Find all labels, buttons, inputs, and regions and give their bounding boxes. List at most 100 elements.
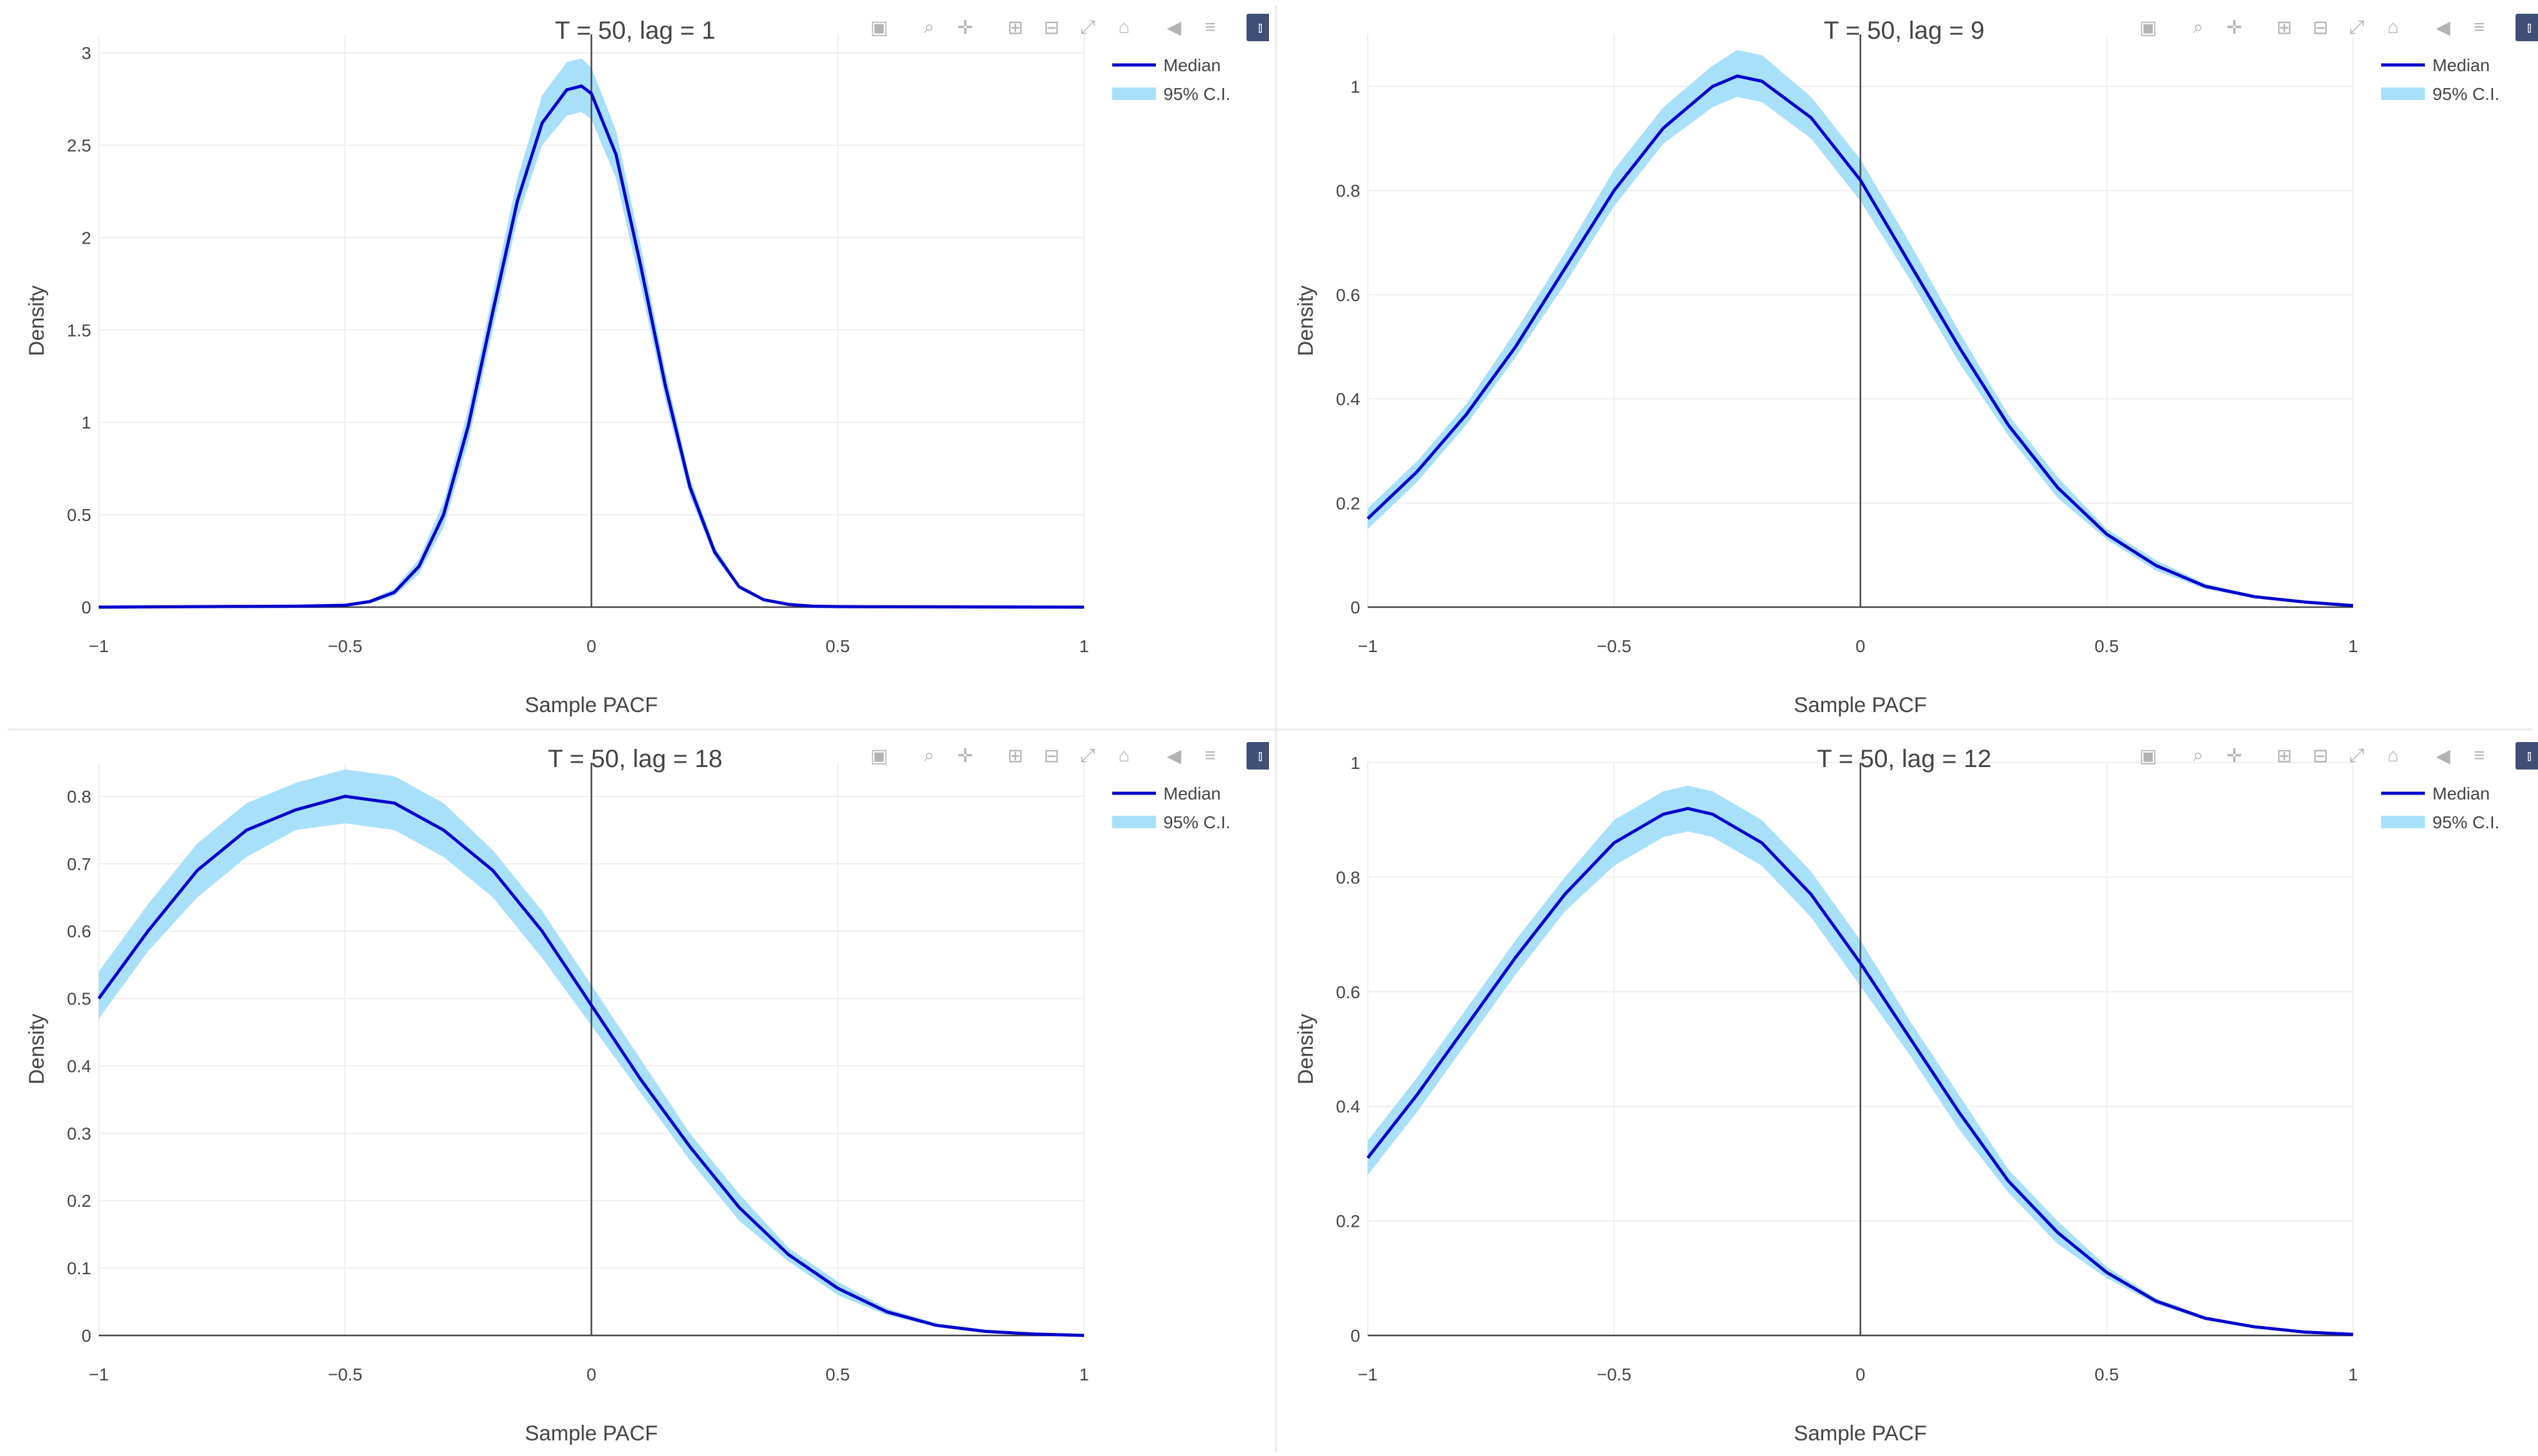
x-tick-label: 1 — [2348, 1365, 2358, 1384]
chart-title: T = 50, lag = 18 — [548, 745, 722, 773]
y-tick-label: 0.8 — [1336, 868, 1360, 887]
hover-closest-icon[interactable]: ◀ — [1167, 17, 1182, 38]
legend-label-ci: 95% C.I. — [2432, 813, 2499, 832]
y-tick-label: 0 — [1350, 598, 1360, 617]
legend: Median 95% C.I. — [2381, 784, 2499, 832]
modebar: ▣ ⌕ ✛ ⊞ ⊟ ⤢ ⌂ ◀ ≡ ⫾ — [2134, 741, 2538, 771]
x-axis-label: Sample PACF — [1794, 693, 1927, 717]
zoom-icon[interactable]: ⌕ — [2192, 745, 2204, 766]
zoom-out-icon[interactable]: ⊟ — [1043, 745, 1060, 766]
x-tick-label: −1 — [1358, 636, 1378, 656]
x-tick-label: −1 — [1358, 1365, 1378, 1384]
y-tick-label: 0.8 — [1336, 181, 1360, 201]
home-icon[interactable]: ⌂ — [2387, 745, 2399, 766]
y-axis-label: Density — [25, 1014, 49, 1084]
hover-compare-icon[interactable]: ≡ — [1205, 17, 1216, 37]
x-tick-label: 1 — [1079, 636, 1089, 656]
camera-icon[interactable]: ▣ — [870, 745, 888, 766]
modebar: ▣ ⌕ ✛ ⊞ ⊟ ⤢ ⌂ ◀ ≡ ⫾ — [2134, 12, 2538, 42]
legend-label-median: Median — [1163, 56, 1221, 75]
hover-closest-icon[interactable]: ◀ — [2436, 17, 2451, 38]
y-tick-label: 0.5 — [67, 989, 91, 1009]
y-tick-label: 1 — [81, 413, 91, 432]
y-tick-label: 0.2 — [1336, 1212, 1360, 1231]
x-tick-label: 0.5 — [2094, 636, 2119, 656]
chart-panel: −1 −0.5 0 0.5 1 0 0.2 0.4 0.6 0.8 1 T = 50, lag = 1… — [1269, 728, 2538, 1456]
y-tick-label: 0 — [1350, 1326, 1360, 1345]
y-tick-label: 0 — [81, 1326, 91, 1345]
y-tick-label: 0.1 — [67, 1259, 91, 1278]
zoom-out-icon[interactable]: ⊟ — [1043, 17, 1060, 38]
camera-icon[interactable]: ▣ — [870, 17, 888, 38]
pan-icon[interactable]: ✛ — [957, 17, 973, 38]
chart-title: T = 50, lag = 9 — [1824, 17, 1984, 44]
zoom-in-icon[interactable]: ⊞ — [1007, 745, 1023, 766]
y-tick-label: 2.5 — [67, 136, 91, 155]
y-tick-label: 0.4 — [1336, 390, 1360, 409]
median-line — [98, 84, 1085, 609]
chart-svg: −1 −0.5 0 0.5 1 0 0.2 0.4 0.6 0.8 1 T = 50, lag = 1… — [1294, 745, 2499, 1445]
zoom-in-icon[interactable]: ⊞ — [1007, 17, 1023, 38]
y-axis-label: Density — [25, 285, 49, 356]
y-tick-label: 0.7 — [67, 854, 91, 874]
home-icon[interactable]: ⌂ — [2387, 17, 2399, 37]
zoom-in-icon[interactable]: ⊞ — [2276, 745, 2292, 766]
x-axis-label: Sample PACF — [1794, 1422, 1927, 1445]
zoom-icon[interactable]: ⌕ — [923, 17, 935, 37]
zoom-out-icon[interactable]: ⊟ — [2312, 17, 2329, 38]
camera-icon[interactable]: ▣ — [2139, 745, 2157, 766]
y-tick-label: 1.5 — [67, 320, 91, 340]
y-tick-label: 0.6 — [1336, 983, 1360, 1002]
pan-icon[interactable]: ✛ — [2226, 17, 2242, 38]
plotly-logo-icon[interactable]: ⫾ — [2516, 742, 2538, 770]
x-tick-label: 0 — [587, 1365, 597, 1384]
median-line — [97, 795, 1085, 1337]
hover-compare-icon[interactable]: ≡ — [2474, 745, 2485, 766]
camera-icon[interactable]: ▣ — [2139, 17, 2157, 38]
chart-panel: −1 −0.5 0 0.5 1 0 0.5 1 1.5 2 2.5 3 T = 50, lag = 1 S… — [0, 0, 1274, 728]
x-tick-label: −1 — [89, 1365, 109, 1384]
y-axis-label: Density — [1294, 285, 1318, 356]
y-tick-label: 0.6 — [67, 922, 91, 941]
y-tick-label: 1 — [1350, 77, 1360, 96]
x-tick-label: 0.5 — [825, 636, 850, 656]
x-tick-label: 0.5 — [825, 1365, 850, 1384]
autoscale-icon[interactable]: ⤢ — [2349, 745, 2364, 766]
hover-compare-icon[interactable]: ≡ — [2474, 17, 2485, 37]
x-axis-label: Sample PACF — [525, 1422, 658, 1445]
chart-panel: −1 −0.5 0 0.5 1 0 0.1 0.2 0.3 0.4 0.5 0.6 0.7 0.8 T = … — [0, 728, 1274, 1456]
hover-compare-icon[interactable]: ≡ — [1205, 745, 1216, 766]
zoom-in-icon[interactable]: ⊞ — [2276, 17, 2292, 38]
y-tick-label: 0.3 — [67, 1124, 91, 1143]
y-tick-label: 0.5 — [67, 505, 91, 525]
hover-closest-icon[interactable]: ◀ — [2436, 745, 2451, 766]
pan-icon[interactable]: ✛ — [2226, 745, 2242, 766]
zoom-icon[interactable]: ⌕ — [2192, 17, 2204, 37]
chart-svg: −1 −0.5 0 0.5 1 0 0.2 0.4 0.6 0.8 1 T = 50, lag = 9… — [1294, 17, 2499, 717]
x-tick-label: 0 — [1856, 636, 1866, 656]
y-tick-label: 0.2 — [1336, 493, 1360, 513]
median-line — [1366, 74, 2354, 607]
x-tick-label: 1 — [2348, 636, 2358, 656]
plotly-logo-icon[interactable]: ⫾ — [2516, 14, 2538, 41]
x-tick-label: −0.5 — [1597, 1365, 1631, 1384]
y-tick-label: 0.4 — [1336, 1097, 1360, 1116]
panel-divider-horizontal — [7, 728, 2532, 731]
autoscale-icon[interactable]: ⤢ — [1080, 745, 1095, 766]
modebar: ▣ ⌕ ✛ ⊞ ⊟ ⤢ ⌂ ◀ ≡ ⫾ — [865, 12, 1283, 42]
home-icon[interactable]: ⌂ — [1118, 745, 1130, 766]
pan-icon[interactable]: ✛ — [957, 745, 973, 766]
legend-label-ci: 95% C.I. — [1163, 84, 1230, 104]
modebar: ▣ ⌕ ✛ ⊞ ⊟ ⤢ ⌂ ◀ ≡ ⫾ — [865, 741, 1283, 771]
zoom-icon[interactable]: ⌕ — [923, 745, 935, 766]
zoom-out-icon[interactable]: ⊟ — [2312, 745, 2329, 766]
chart-panel: −1 −0.5 0 0.5 1 0 0.2 0.4 0.6 0.8 1 T = 50, lag = 9… — [1269, 0, 2538, 728]
y-tick-label: 0.6 — [1336, 285, 1360, 305]
autoscale-icon[interactable]: ⤢ — [2349, 17, 2364, 37]
home-icon[interactable]: ⌂ — [1118, 17, 1130, 37]
x-tick-label: 0 — [587, 636, 597, 656]
autoscale-icon[interactable]: ⤢ — [1080, 17, 1095, 37]
legend-label-ci: 95% C.I. — [1163, 813, 1230, 832]
hover-closest-icon[interactable]: ◀ — [1167, 745, 1182, 766]
